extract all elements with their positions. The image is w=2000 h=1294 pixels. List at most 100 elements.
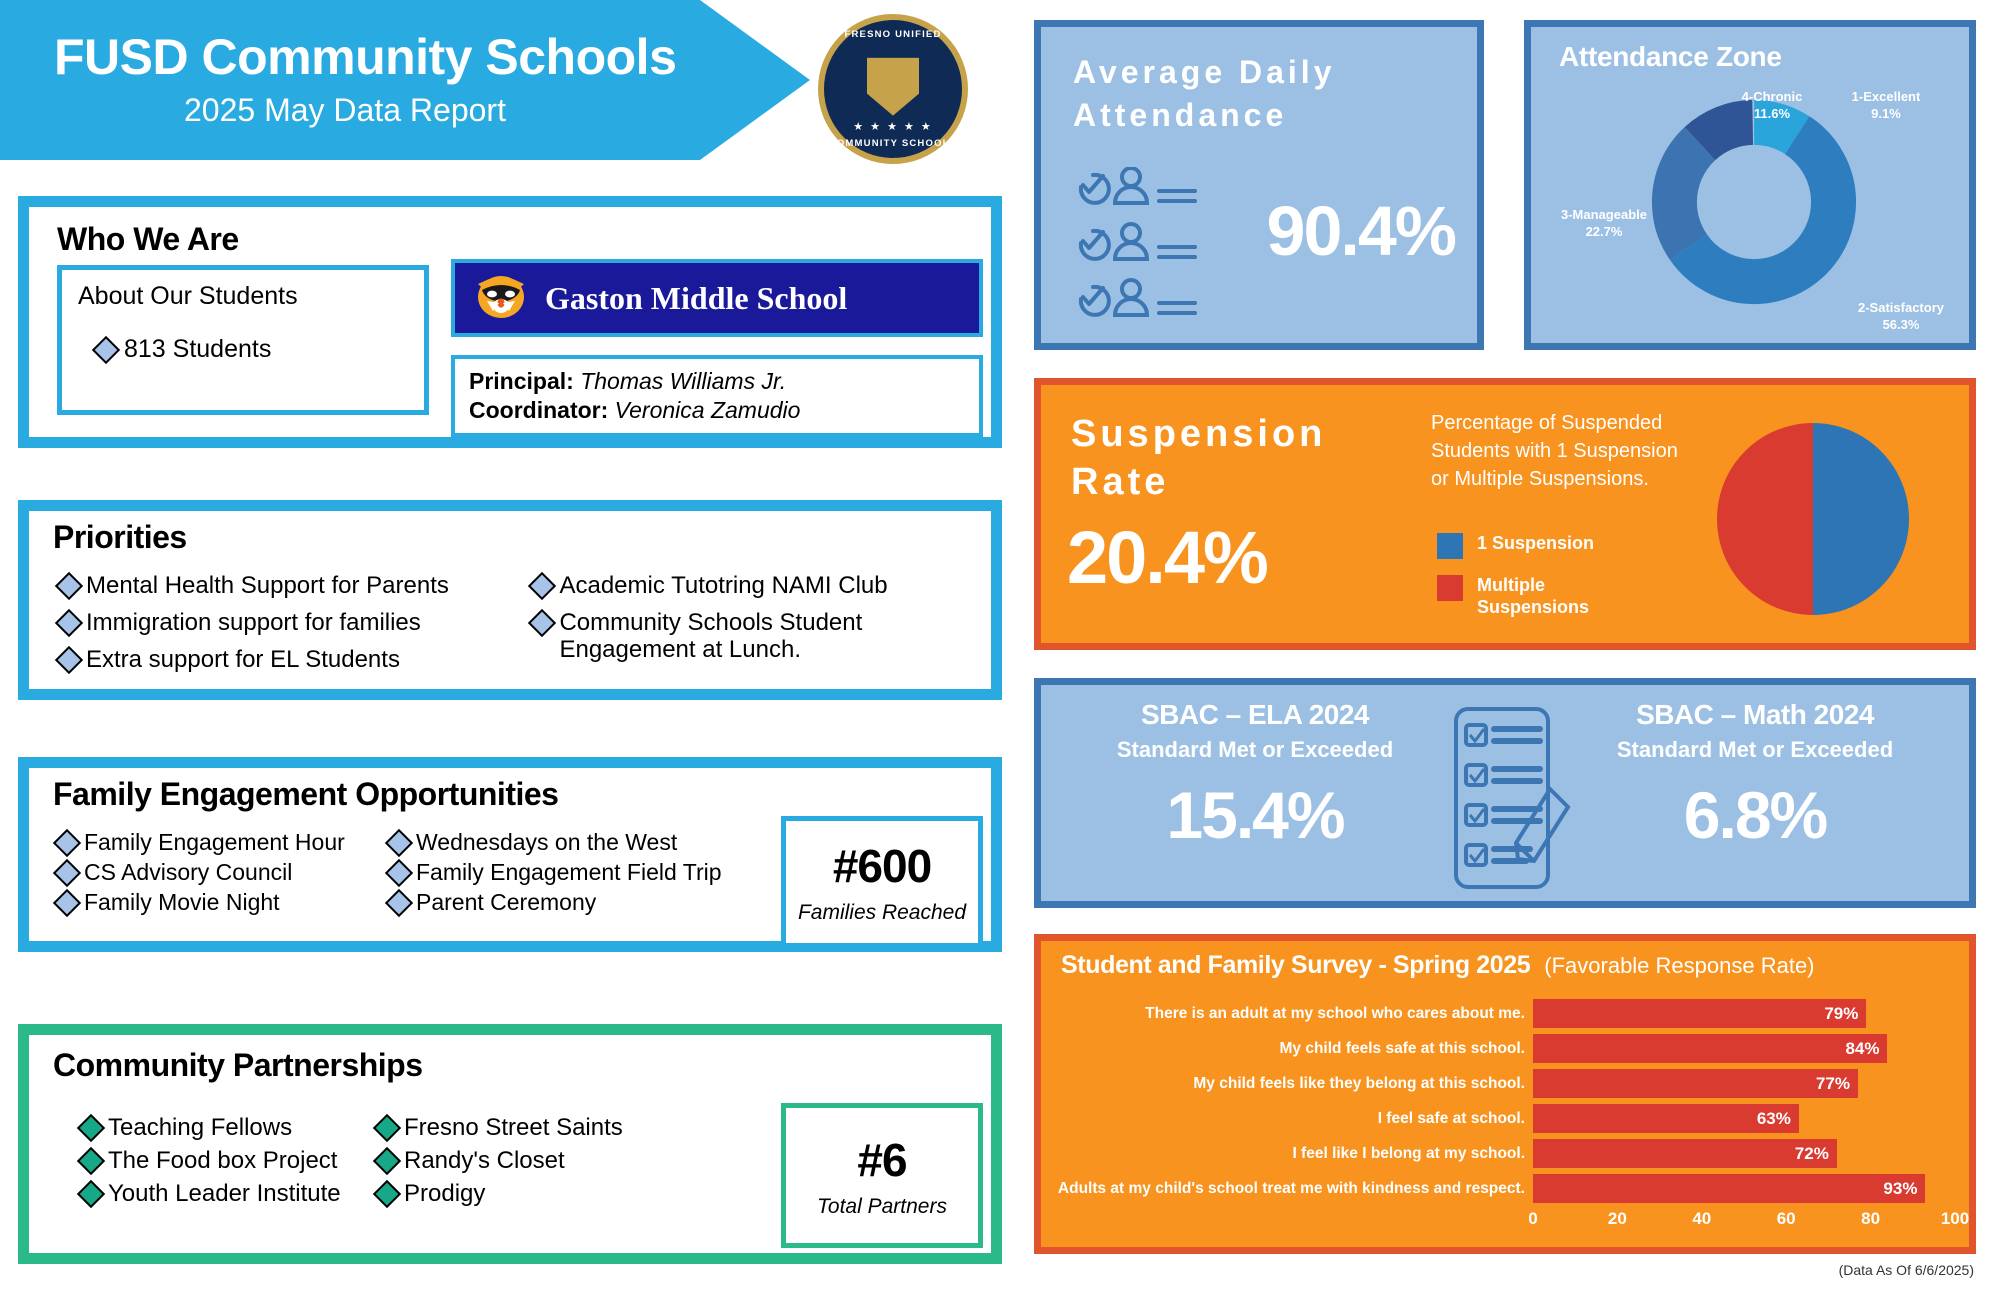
priority-text: Mental Health Support for Parents	[86, 572, 449, 599]
x-tick-label: 40	[1692, 1209, 1712, 1228]
seal-top-text: FRESNO UNIFIED	[844, 29, 942, 40]
sbac-ela-value: 15.4%	[1166, 778, 1345, 852]
ada-title: Average Daily Attendance	[1073, 54, 1336, 134]
zone-label-excellent: 1-Excellent 9.1%	[1831, 89, 1941, 123]
tiger-mascot-icon	[473, 270, 529, 326]
diamond-bullet-icon	[384, 828, 414, 858]
survey-bar-chart: There is an adult at my school who cares…	[1055, 999, 1969, 1237]
bar-row: There is an adult at my school who cares…	[1055, 999, 1955, 1028]
family-event-text: Family Engagement Field Trip	[416, 858, 722, 885]
priority-text: Immigration support for families	[86, 608, 421, 636]
bar-label: My child feels safe at this school.	[1279, 1039, 1526, 1057]
diamond-bullet-icon	[372, 1113, 402, 1143]
list-item: Randy's Closet	[372, 1146, 657, 1176]
principal-row: Principal: Thomas Williams Jr.	[469, 368, 979, 395]
sbac-math-block: SBAC – Math 2024 Standard Met or Exceede…	[1555, 699, 1955, 853]
partners-column-2: Fresno Street Saints Randy's Closet Prod…	[372, 1113, 657, 1208]
sbac-math-subtitle: Standard Met or Exceeded	[1616, 737, 1894, 762]
list-item: CS Advisory Council	[52, 858, 379, 887]
family-event-text: Family Engagement Hour	[84, 829, 345, 855]
bar-track: 93%	[1533, 1174, 1955, 1203]
families-reached-box: #600 Families Reached	[781, 816, 983, 948]
family-engagement-heading: Family Engagement Opportunities	[53, 776, 559, 812]
list-item: Prodigy	[372, 1179, 657, 1208]
priority-text: Community Schools Student Engagement at …	[559, 608, 863, 663]
diamond-bullet-icon	[54, 571, 84, 601]
bar-label: I feel safe at school.	[1377, 1109, 1525, 1127]
diamond-bullet-icon	[528, 608, 557, 638]
diamond-bullet-icon	[91, 335, 121, 364]
principal-name: Thomas Williams Jr.	[580, 368, 787, 394]
list-item: Parent Ceremony	[384, 888, 757, 917]
sbac-math-title: SBAC – Math 2024	[1636, 699, 1874, 730]
zone-label-text: 1-Excellent	[1851, 89, 1921, 104]
header-banner: FUSD Community Schools 2025 May Data Rep…	[0, 0, 810, 160]
diamond-bullet-icon	[52, 858, 82, 887]
x-tick-label: 80	[1861, 1209, 1881, 1228]
legend-label: 1 Suspension	[1477, 533, 1595, 553]
suspension-legend: 1 Suspension Multiple Suspensions	[1437, 533, 1597, 634]
family-engagement-panel: Family Engagement Opportunities Family E…	[18, 757, 1002, 952]
stars-icon: ★ ★ ★ ★ ★	[853, 121, 933, 133]
bar-fill: 84%	[1533, 1034, 1888, 1063]
legend-label: Multiple Suspensions	[1477, 575, 1590, 617]
bar-fill: 63%	[1533, 1104, 1799, 1133]
bar-row: I feel like I belong at my school. 72%	[1055, 1139, 1955, 1168]
survey-note: (Favorable Response Rate)	[1544, 953, 1815, 978]
diamond-bullet-icon	[54, 645, 84, 674]
total-partners-box: #6 Total Partners	[781, 1103, 983, 1248]
diamond-bullet-icon	[52, 888, 82, 917]
diamond-bullet-icon	[76, 1113, 106, 1143]
list-item: Immigration support for families	[54, 608, 512, 638]
zone-label-value: 11.6%	[1753, 105, 1791, 121]
total-partners-label: Total Partners	[817, 1194, 947, 1218]
page-subtitle: 2025 May Data Report	[184, 91, 506, 128]
community-partnerships-panel: Community Partnerships Teaching Fellows …	[18, 1024, 1002, 1264]
list-item: Family Engagement Hour	[52, 828, 379, 858]
bar-fill: 72%	[1533, 1139, 1837, 1168]
total-partners-number: #6	[857, 1133, 907, 1186]
family-engagement-column-1: Family Engagement Hour CS Advisory Counc…	[52, 828, 379, 917]
family-event-text: Family Movie Night	[84, 888, 280, 915]
bar-row: Adults at my child's school treat me wit…	[1055, 1174, 1955, 1203]
suspension-pie-chart	[1713, 419, 1913, 619]
bar-track: 63%	[1533, 1104, 1955, 1133]
zone-label-satisfactory: 2-Satisfactory 56.3%	[1831, 300, 1971, 334]
community-partnerships-heading: Community Partnerships	[53, 1047, 423, 1083]
partner-text: Youth Leader Institute	[108, 1179, 341, 1207]
diamond-bullet-icon	[76, 1146, 106, 1176]
list-item: Teaching Fellows	[76, 1113, 353, 1143]
sbac-card: SBAC – ELA 2024 Standard Met or Exceeded…	[1034, 678, 1976, 908]
partner-text: Prodigy	[404, 1179, 486, 1207]
coordinator-row: Coordinator: Veronica Zamudio	[469, 397, 979, 424]
zone-label-text: 3-Manageable	[1561, 207, 1647, 222]
x-tick-label: 20	[1607, 1209, 1627, 1228]
sbac-ela-subtitle: Standard Met or Exceeded	[1116, 737, 1394, 762]
legend-swatch-icon	[1437, 533, 1463, 559]
diamond-bullet-icon	[54, 608, 84, 638]
list-item: Extra support for EL Students	[54, 645, 512, 674]
list-item: Mental Health Support for Parents	[54, 571, 512, 601]
bar-fill: 93%	[1533, 1174, 1926, 1203]
families-reached-number: #600	[832, 840, 932, 892]
survey-title: Student and Family Survey - Spring 2025	[1061, 951, 1531, 979]
diamond-bullet-icon	[76, 1179, 106, 1208]
school-name-banner: Gaston Middle School	[451, 259, 983, 337]
bar-value: 93%	[1883, 1178, 1918, 1198]
coordinator-name: Veronica Zamudio	[614, 397, 801, 423]
bar-value: 72%	[1794, 1143, 1829, 1163]
x-axis: 0 20 40 60 80 100	[1055, 1209, 1969, 1231]
zone-label-text: 2-Satisfactory	[1858, 300, 1944, 315]
list-item: Academic Tutotring NAMI Club	[528, 571, 971, 601]
zone-label-chronic: 4-Chronic 11.6%	[1717, 89, 1827, 123]
x-tick-label: 0	[1528, 1209, 1538, 1228]
priorities-column-2: Academic Tutotring NAMI Club Community S…	[528, 571, 971, 674]
diamond-bullet-icon	[528, 571, 557, 601]
pencil-icon	[1513, 785, 1571, 864]
partners-column-1: Teaching Fellows The Food box Project Yo…	[76, 1113, 353, 1208]
diamond-bullet-icon	[52, 828, 82, 858]
sbac-ela-block: SBAC – ELA 2024 Standard Met or Exceeded…	[1055, 699, 1455, 853]
priorities-column-1: Mental Health Support for Parents Immigr…	[54, 571, 512, 674]
attendance-zone-card: Attendance Zone 4-Chronic 11.6% 1-Excell…	[1524, 20, 1976, 350]
suspension-value: 20.4%	[1067, 516, 1269, 599]
